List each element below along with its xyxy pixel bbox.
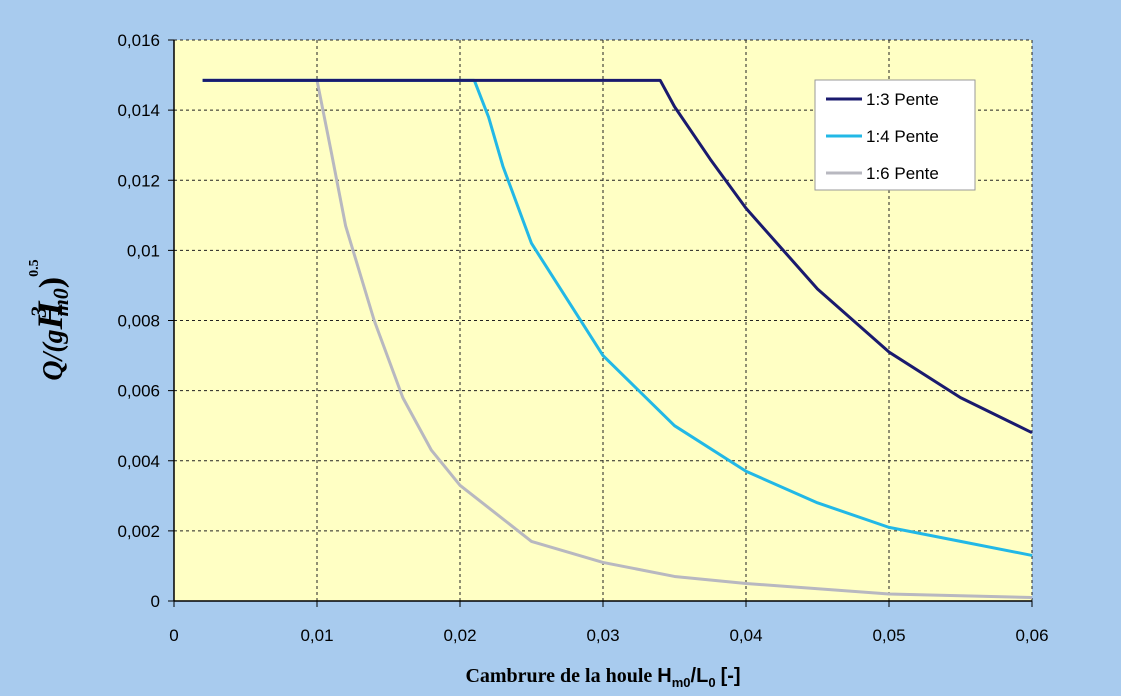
x-tick-label: 0,05 — [872, 626, 905, 645]
x-tick-label: 0,06 — [1015, 626, 1048, 645]
y-tick-label: 0,002 — [117, 522, 160, 541]
legend-label: 1:4 Pente — [866, 127, 939, 146]
y-tick-label: 0,006 — [117, 382, 160, 401]
legend-label: 1:6 Pente — [866, 164, 939, 183]
x-tick-label: 0,04 — [729, 626, 762, 645]
y-tick-label: 0,012 — [117, 171, 160, 190]
x-tick-label: 0,02 — [443, 626, 476, 645]
series-line — [202, 78, 1033, 435]
x-axis-label: Cambrure de la houle Hm0/L0 [-] — [465, 665, 740, 690]
y-tick-label: 0,016 — [117, 31, 160, 50]
y-tick-label: 0,004 — [117, 452, 160, 471]
y-tick-label: 0,01 — [127, 241, 160, 260]
x-tick-label: 0 — [169, 626, 178, 645]
series-line — [202, 78, 1033, 557]
y-tick-label: 0,008 — [117, 312, 160, 331]
y-tick-label: 0 — [151, 592, 160, 611]
x-tick-label: 0,01 — [300, 626, 333, 645]
y-axis-label: Q/(gH3m0)0.5 — [26, 259, 73, 380]
x-tick-label: 0,03 — [586, 626, 619, 645]
legend-label: 1:3 Pente — [866, 90, 939, 109]
y-tick-label: 0,014 — [117, 101, 160, 120]
series-line — [202, 78, 1033, 599]
